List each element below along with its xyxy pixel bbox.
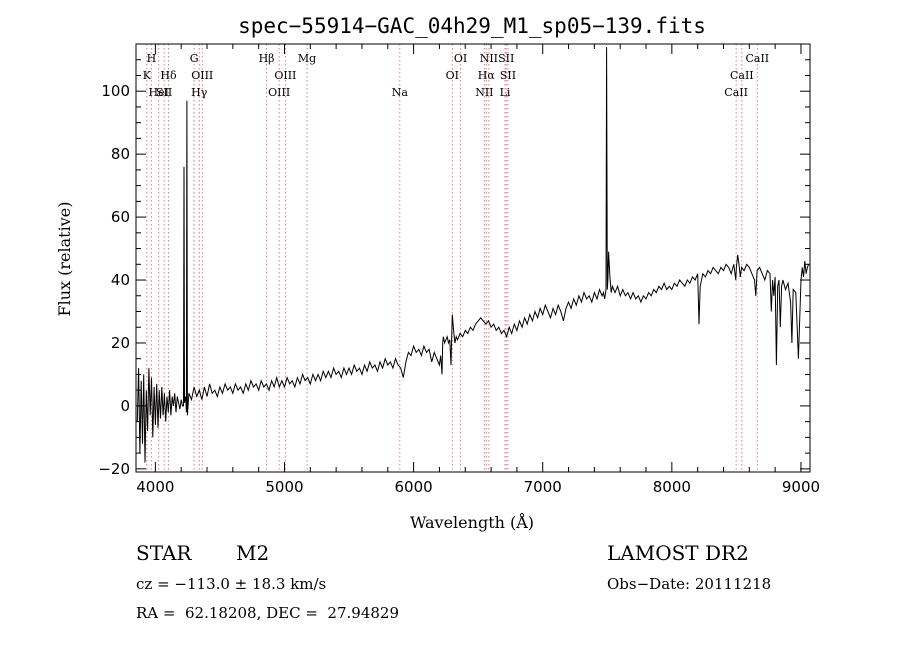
y-tick-label: 20	[111, 334, 130, 352]
line-label: Hδ	[160, 69, 177, 82]
y-tick-label: −20	[98, 460, 130, 478]
x-tick-label: 7000	[524, 478, 562, 496]
x-axis-label: Wavelength (Å)	[410, 512, 534, 532]
spectral-line-labels: KHHeISIIHδGHγOIIIHβOIIIOIIIMgNaOIOINIIHα…	[143, 52, 769, 99]
line-label: NII	[480, 52, 498, 65]
line-label: Na	[392, 86, 409, 99]
x-tick-label: 6000	[395, 478, 433, 496]
chart-title: spec−55914−GAC_04h29_M1_sp05−139.fits	[238, 14, 706, 38]
object-class: STAR	[136, 541, 192, 565]
line-label: SII	[498, 52, 514, 65]
x-tick-label: 8000	[653, 478, 691, 496]
line-label: H	[147, 52, 157, 65]
y-tick-label: 100	[101, 82, 130, 100]
line-label: Mg	[298, 52, 316, 65]
object-subclass: M2	[236, 541, 270, 565]
plot-frame	[135, 43, 811, 473]
line-label: G	[190, 52, 199, 65]
line-label: Hβ	[259, 52, 275, 65]
line-label: K	[143, 69, 152, 82]
line-label: OIII	[191, 69, 213, 82]
line-label: HeI	[148, 86, 168, 99]
line-label: OIII	[274, 69, 296, 82]
y-axis-label: Flux (relative)	[55, 202, 74, 317]
line-label: Hα	[478, 69, 496, 82]
x-tick-label: 4000	[136, 478, 174, 496]
line-label: OI	[454, 52, 467, 65]
spectral-line-markers	[146, 44, 758, 472]
coordinates: RA = 62.18208, DEC = 27.94829	[136, 604, 400, 622]
y-tick-label: 60	[111, 208, 130, 226]
observation-date: Obs−Date: 20111218	[607, 575, 772, 593]
y-tick-label: 0	[120, 397, 130, 415]
line-label: CaII	[724, 86, 748, 99]
line-label: Li	[500, 86, 511, 99]
line-label: OIII	[268, 86, 290, 99]
survey-release: LAMOST DR2	[607, 541, 749, 565]
x-tick-label: 5000	[265, 478, 303, 496]
x-tick-label: 9000	[782, 478, 820, 496]
line-label: SII	[156, 86, 172, 99]
redshift-velocity: cz = −113.0 ± 18.3 km/s	[136, 575, 327, 593]
line-label: SII	[500, 69, 516, 82]
line-label: Hγ	[191, 86, 208, 99]
line-label: CaII	[745, 52, 769, 65]
y-axis: −20 0 20 40 60 80 100	[98, 43, 810, 478]
line-label: NII	[475, 86, 493, 99]
y-tick-label: 80	[111, 145, 130, 163]
y-tick-label: 40	[111, 271, 130, 289]
line-label: OI	[446, 69, 459, 82]
spectrum-line	[136, 47, 810, 463]
line-label: CaII	[730, 69, 754, 82]
x-axis: 4000 5000 6000 7000 8000 9000	[136, 44, 820, 496]
